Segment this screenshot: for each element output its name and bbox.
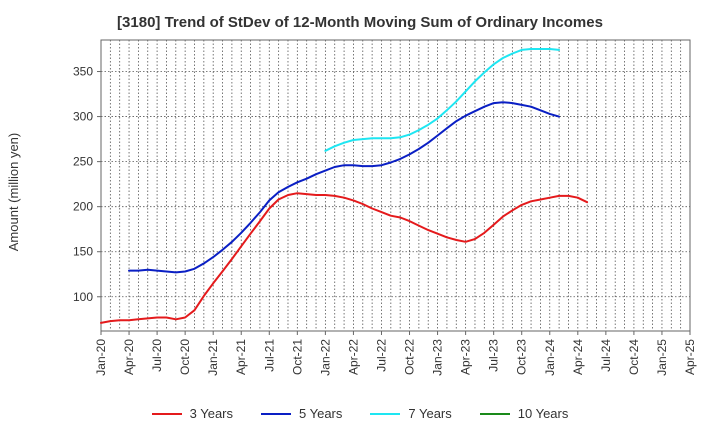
x-tick-label: Apr-24 xyxy=(571,339,585,375)
x-tick-label: Apr-23 xyxy=(459,339,473,375)
x-tick-label: Oct-23 xyxy=(515,339,529,375)
legend-label-5-years: 5 Years xyxy=(299,406,343,421)
y-tick-label: 250 xyxy=(73,155,93,169)
x-tick-label: Jul-24 xyxy=(599,339,613,372)
y-axis-ticks: 100 150 200 250 300 350 xyxy=(73,65,101,304)
chart-title: [3180] Trend of StDev of 12-Month Moving… xyxy=(117,14,603,31)
x-tick-label: Apr-25 xyxy=(683,339,697,375)
x-axis-ticks: Jan-20 Apr-20 Jul-20 Oct-20 Jan-21 Apr-21 Jul-… xyxy=(94,331,697,376)
legend-label-7-years: 7 Years xyxy=(408,406,452,421)
x-tick-label: Apr-20 xyxy=(122,339,136,375)
legend: 3 Years 5 Years 7 Years 10 Years xyxy=(0,406,720,421)
legend-swatch-3-years xyxy=(151,412,182,415)
legend-item-3-years: 3 Years xyxy=(151,406,233,421)
legend-item-10-years: 10 Years xyxy=(479,406,569,421)
x-tick-label: Jan-21 xyxy=(206,339,220,376)
x-tick-label: Oct-22 xyxy=(403,339,417,375)
series-line-5-years xyxy=(128,101,560,274)
series-line-3-years xyxy=(100,192,589,324)
x-tick-label: Oct-24 xyxy=(627,339,641,375)
plot-area xyxy=(100,39,691,332)
x-tick-label: Jan-20 xyxy=(94,339,108,376)
x-tick-label: Jan-23 xyxy=(431,339,445,376)
series-lines xyxy=(100,48,589,324)
x-tick-label: Jan-22 xyxy=(318,339,332,376)
series-line-7-years xyxy=(324,48,560,152)
legend-swatch-7-years xyxy=(370,412,401,415)
x-tick-label: Jul-22 xyxy=(374,339,388,372)
legend-label-3-years: 3 Years xyxy=(189,406,233,421)
legend-item-7-years: 7 Years xyxy=(370,406,452,421)
x-tick-label: Jan-24 xyxy=(543,339,557,376)
y-tick-label: 350 xyxy=(73,65,93,79)
x-tick-label: Jan-25 xyxy=(655,339,669,376)
x-tick-label: Apr-21 xyxy=(234,339,248,375)
y-tick-label: 300 xyxy=(73,110,93,124)
y-tick-label: 150 xyxy=(73,245,93,259)
x-tick-label: Jul-21 xyxy=(262,339,276,372)
y-tick-label: 200 xyxy=(73,200,93,214)
legend-swatch-5-years xyxy=(261,412,291,415)
x-tick-label: Apr-22 xyxy=(346,339,360,375)
x-tick-label: Oct-20 xyxy=(178,339,192,375)
grid-lines xyxy=(101,40,690,331)
y-axis-label: Amount (million yen) xyxy=(6,133,21,252)
legend-label-10-years: 10 Years xyxy=(517,406,569,421)
x-tick-label: Oct-21 xyxy=(290,339,304,375)
legend-item-5-years: 5 Years xyxy=(261,406,342,421)
y-tick-label: 100 xyxy=(73,290,93,304)
x-tick-label: Jul-23 xyxy=(487,339,501,372)
legend-swatch-10-years xyxy=(479,412,510,415)
x-tick-label: Jul-20 xyxy=(150,339,164,372)
